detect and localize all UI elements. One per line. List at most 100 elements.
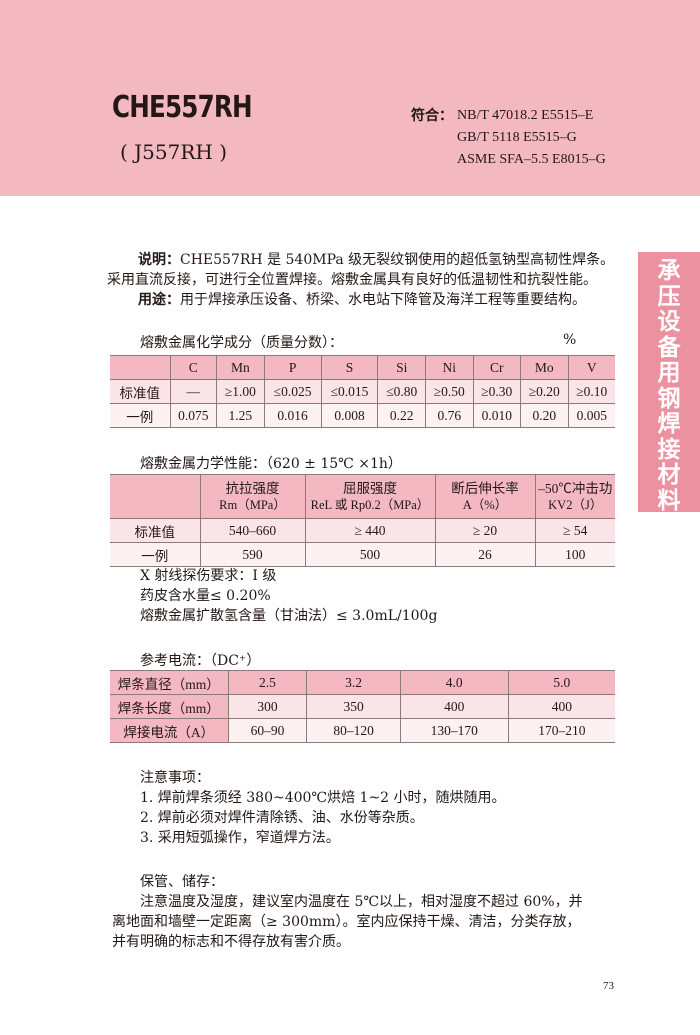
- note: 药皮含水量≤ 0.20%: [140, 588, 271, 604]
- table-cell: 500: [304, 542, 436, 567]
- table-cell: ≥ 440: [304, 518, 436, 543]
- caution-item: 3. 采用短弧操作，窄道焊方法。: [140, 830, 340, 846]
- mech-condition: （620 ± 15℃ ×1h）: [266, 456, 402, 472]
- caution-item: 2. 焊前必须对焊件清除锈、油、水份等杂质。: [140, 810, 424, 826]
- column-header: –50℃冲击功 KV2（J）: [534, 474, 615, 519]
- standards-block: 符合： NB/T 47018.2 E5515–E GB/T 5118 E5515…: [411, 105, 606, 171]
- desc-label: 说明：: [138, 252, 180, 268]
- header-line: 屈服强度: [343, 480, 397, 496]
- tab-char: 料: [657, 487, 681, 514]
- table-row: 一例 590 500 26 100: [110, 542, 615, 567]
- row-label: 焊接电流（A）: [110, 718, 229, 743]
- table-cell: 0.008: [320, 403, 379, 428]
- mech-title-row: 熔敷金属力学性能：（620 ± 15℃ ×1h）: [140, 453, 402, 473]
- table-cell: ≥ 20: [434, 518, 536, 543]
- description: 说明：CHE557RH 是 540MPa 级无裂纹钢使用的超低氢钠型高韧性焊条。…: [107, 250, 640, 310]
- storage-line: 注意温度及湿度，建议室内温度在 5℃以上，相对湿度不超过 60%，并: [140, 894, 583, 910]
- header-line: KV2（J）: [548, 497, 603, 512]
- standard: GB/T 5118 E5515–G: [457, 130, 577, 145]
- table-row: 一例 0.075 1.25 0.016 0.008 0.22 0.76 0.010 0.20 0.…: [110, 403, 615, 428]
- tab-char: 用: [657, 360, 681, 386]
- tab-char: 设: [657, 309, 681, 335]
- row-label: 一例: [110, 403, 171, 428]
- column-header: P: [263, 355, 322, 380]
- caution-item: 1. 焊前焊条须经 380~400℃烘焙 1~2 小时，随烘随用。: [140, 790, 506, 806]
- table-cell: 0.22: [377, 403, 426, 428]
- table-cell: 0.76: [425, 403, 474, 428]
- table-cell: ≤0.025: [263, 379, 322, 404]
- current-title-row: 参考电流：（DC⁺）: [140, 650, 260, 670]
- desc-text: CHE557RH 是 540MPa 级无裂纹钢使用的超低氢钠型高韧性焊条。: [180, 252, 615, 268]
- current-condition: （DC⁺）: [210, 653, 261, 669]
- table-cell: 0.20: [520, 403, 569, 428]
- chem-title-row: 熔敷金属化学成分（质量分数）： %: [140, 332, 580, 352]
- note: 熔敷金属扩散氢含量（甘油法）≤ 3.0mL/100g: [140, 608, 438, 624]
- page-number: 73: [603, 980, 614, 992]
- table-cell: ≥0.30: [472, 379, 522, 404]
- table-row: 标准值 — ≥1.00 ≤0.025 ≤0.015 ≤0.80 ≥0.50 ≥0.30 ≥0.2…: [110, 379, 615, 404]
- header-line: 断后伸长率: [451, 480, 519, 496]
- column-header: C: [169, 355, 218, 380]
- table-cell: 400: [507, 694, 615, 719]
- table-cell: ≥0.50: [425, 379, 474, 404]
- product-title: CHE557RH: [112, 90, 253, 125]
- table-cell: ≥0.10: [567, 379, 615, 404]
- chem-title: 熔敷金属化学成分（质量分数）：: [140, 335, 343, 351]
- column-header: Si: [377, 355, 426, 380]
- storage-line: 离地面和墙壁一定距离（≥ 300mm）。室内应保持干燥、清洁，分类存放，: [112, 914, 581, 930]
- header-line: ReL 或 Rp0.2（MPa）: [310, 497, 430, 512]
- standard: ASME SFA–5.5 E8015–G: [457, 152, 606, 167]
- column-header: Cr: [472, 355, 522, 380]
- row-label: 标准值: [110, 379, 171, 404]
- table-cell: 100: [534, 542, 615, 567]
- table-cell: 0.010: [472, 403, 522, 428]
- column-header: 屈服强度 ReL 或 Rp0.2（MPa）: [304, 474, 436, 519]
- header-line: Rm（MPa）: [219, 497, 286, 512]
- use-text: 用于焊接承压设备、桥梁、水电站下降管及海洋工程等重要结构。: [180, 292, 586, 308]
- table-cell: ≥0.20: [520, 379, 569, 404]
- tab-char: 备: [657, 334, 681, 361]
- tab-char: 压: [657, 283, 681, 310]
- table-cell: ≤0.015: [320, 379, 379, 404]
- table-cell: 400: [399, 694, 509, 719]
- table-cell: 300: [227, 694, 308, 719]
- table-cell: ≥1.00: [216, 379, 265, 404]
- column-header: [110, 474, 201, 519]
- table-cell: ≥ 54: [534, 518, 615, 543]
- storage: 保管、储存： 注意温度及湿度，建议室内温度在 5℃以上，相对湿度不超过 60%，…: [112, 872, 583, 952]
- tab-char: 承: [657, 258, 681, 284]
- column-header: Mn: [216, 355, 265, 380]
- cautions: 注意事项： 1. 焊前焊条须经 380~400℃烘焙 1~2 小时，随烘随用。 …: [140, 768, 506, 848]
- header-line: A（%）: [462, 497, 508, 512]
- table-cell: 0.005: [567, 403, 615, 428]
- table-row: 焊条直径（mm） 2.5 3.2 4.0 5.0: [110, 670, 615, 695]
- table-cell: 60–90: [227, 718, 308, 743]
- header-line: 抗拉强度: [225, 480, 280, 496]
- current-table: 焊条直径（mm） 2.5 3.2 4.0 5.0 焊条长度（mm） 300 350 400 400…: [110, 670, 615, 743]
- header-line: –50℃冲击功: [538, 480, 613, 496]
- chapter-side-tab: 承压设备用钢焊接材料: [638, 252, 700, 514]
- mech-title: 熔敷金属力学性能：: [140, 456, 266, 472]
- tab-char: 钢: [657, 385, 681, 412]
- table-cell: 5.0: [507, 670, 615, 695]
- table-cell: 1.25: [216, 403, 265, 428]
- column-header: [110, 355, 171, 380]
- header-band: CHE557RH ( J557RH ) 符合： NB/T 47018.2 E55…: [0, 0, 700, 196]
- table-cell: 80–120: [306, 718, 401, 743]
- table-cell: 170–210: [507, 718, 615, 743]
- table-row: 抗拉强度 Rm（MPa） 屈服强度 ReL 或 Rp0.2（MPa） 断后伸长率 A（%）…: [110, 474, 615, 519]
- row-label: 焊条直径（mm）: [110, 670, 229, 695]
- table-cell: 26: [434, 542, 536, 567]
- table-cell: ≤0.80: [377, 379, 426, 404]
- tab-char: 材: [657, 462, 681, 488]
- mech-table: 抗拉强度 Rm（MPa） 屈服强度 ReL 或 Rp0.2（MPa） 断后伸长率 A（%）…: [110, 474, 615, 567]
- table-cell: 0.016: [263, 403, 322, 428]
- table-row: C Mn P S Si Ni Cr Mo V: [110, 355, 615, 380]
- column-header: S: [320, 355, 379, 380]
- table-row: 标准值 540–660 ≥ 440 ≥ 20 ≥ 54: [110, 518, 615, 543]
- table-cell: 0.075: [169, 403, 218, 428]
- table-cell: —: [169, 379, 218, 404]
- column-header: 断后伸长率 A（%）: [434, 474, 536, 519]
- table-cell: 590: [199, 542, 306, 567]
- column-header: 抗拉强度 Rm（MPa）: [199, 474, 306, 519]
